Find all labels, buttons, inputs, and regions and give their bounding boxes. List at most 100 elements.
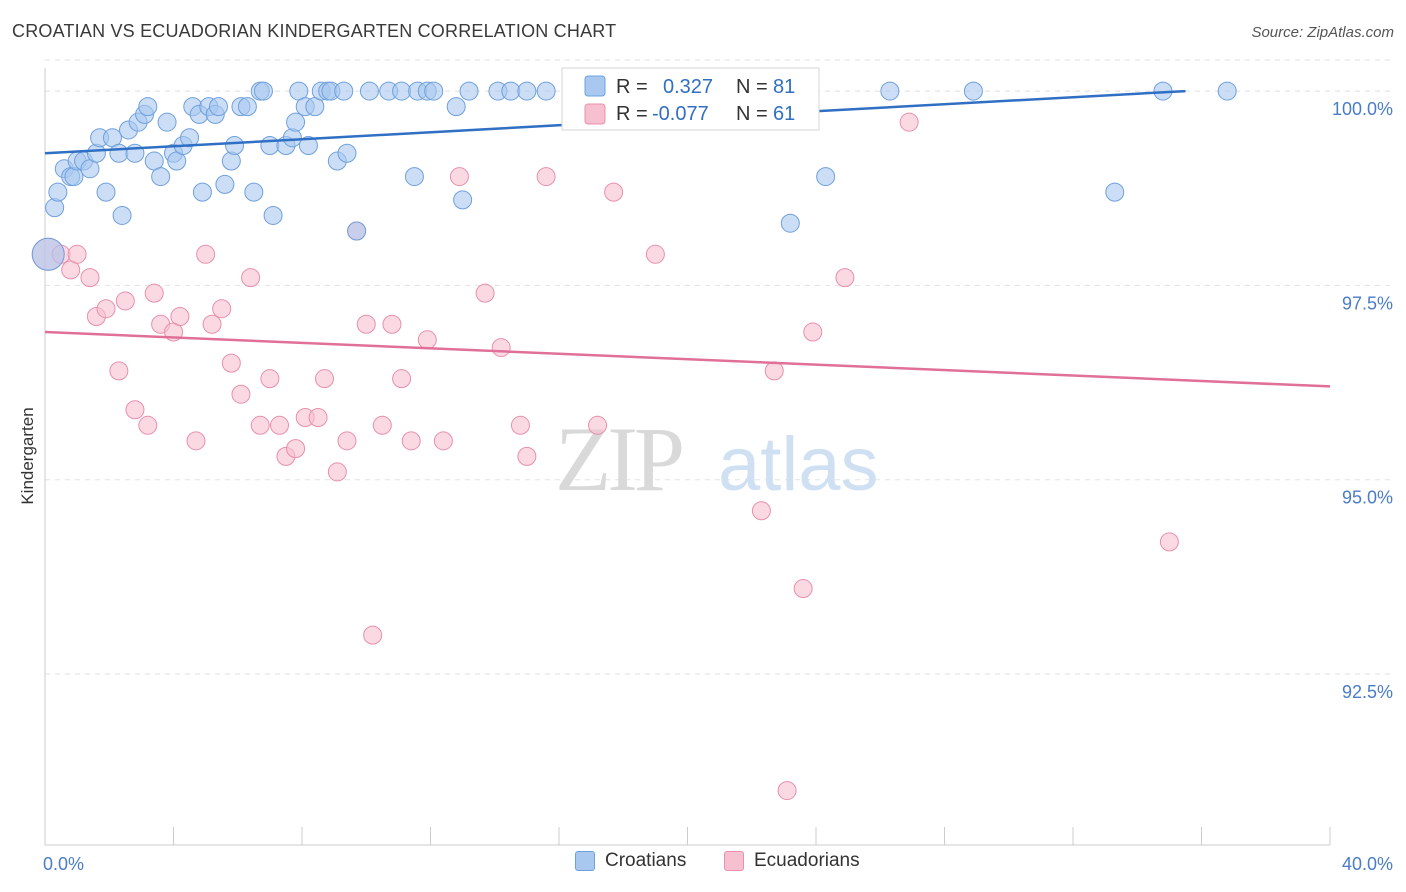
croatians-point [263, 205, 283, 225]
ecuadorians-point [196, 244, 216, 264]
ecuadorians-point [138, 415, 158, 435]
ecuadorians-point [250, 415, 270, 435]
y-tick-label: 95.0% [1342, 488, 1393, 508]
croatians-point [48, 182, 68, 202]
watermark: ZIP atlas [555, 408, 879, 510]
croatians-point [109, 143, 129, 163]
ecuadorians-point [803, 322, 823, 342]
ecuadorians-point [604, 182, 624, 202]
ecuadorians-point [417, 330, 437, 350]
axes [44, 68, 1331, 846]
ecuadorians-point [96, 299, 116, 319]
series-legend: Croatians Ecuadorians [0, 850, 1406, 880]
croatians-point [1217, 81, 1237, 101]
watermark-zip: ZIP [555, 408, 682, 510]
ecuadorians-point [433, 431, 453, 451]
croatians-point [963, 81, 983, 101]
legend-croatians-swatch [584, 75, 606, 97]
ecuadorians-point [67, 244, 87, 264]
croatians-point [86, 143, 106, 163]
legend-item-ecuadorians: Ecuadorians [724, 850, 860, 872]
croatians-label: Croatians [605, 850, 687, 871]
chart-title: CROATIAN VS ECUADORIAN KINDERGARTEN CORR… [12, 21, 617, 41]
ecuadorians-point [356, 314, 376, 334]
croatians-point [260, 135, 280, 155]
ecuadorians-point [80, 268, 100, 288]
ecuadorians-point [899, 112, 919, 132]
ecuadorians-point [382, 314, 402, 334]
y-tick-labels: 92.5% 95.0% 97.5% 100.0% [1332, 99, 1393, 702]
x-tick-labels: 0.0% 40.0% [43, 854, 1393, 874]
croatians-point [208, 97, 228, 117]
croatians-point [404, 167, 424, 187]
ecuadorians-point [536, 167, 556, 187]
ecuadorians-point [793, 579, 813, 599]
ecuadorians-point [109, 361, 129, 381]
ecuadorians-label: Ecuadorians [754, 850, 860, 871]
ecuadorians-point [270, 415, 290, 435]
ecuadorians-point [115, 291, 135, 311]
chart-source: Source: ZipAtlas.com [1251, 24, 1394, 41]
croatians-point [192, 182, 212, 202]
croatians-point [138, 97, 158, 117]
croatians-point [501, 81, 521, 101]
croatians-point [221, 151, 241, 171]
ecuadorians-point [645, 244, 665, 264]
croatians-point [780, 213, 800, 233]
croatians-points [31, 81, 1237, 271]
legend-ecuadorians-swatch [584, 103, 606, 125]
ecuadorians-point [212, 299, 232, 319]
legend-n-value-2: 61 [773, 103, 795, 125]
ecuadorians-point [202, 314, 222, 334]
ecuadorians-point [286, 439, 306, 459]
croatians-point [359, 81, 379, 101]
croatians-point [180, 128, 200, 148]
ecuadorians-point [475, 283, 495, 303]
croatians-point [446, 97, 466, 117]
ecuadorians-point [517, 446, 537, 466]
ecuadorians-point [835, 268, 855, 288]
ecuadorians-point [1159, 532, 1179, 552]
croatians-point [286, 112, 306, 132]
legend-r-label-1: R = [616, 76, 648, 98]
croatians-swatch [575, 851, 595, 871]
ecuadorians-point [764, 361, 784, 381]
ecuadorians-point [221, 353, 241, 373]
ecuadorians-point [308, 408, 328, 428]
croatians-point [151, 167, 171, 187]
x-tick-label-start: 0.0% [43, 854, 84, 874]
legend-item-croatians: Croatians [575, 850, 686, 872]
croatians-point [392, 81, 412, 101]
correlation-legend: R = 0.327 N = 81 R = -0.077 N = 61 [561, 67, 820, 131]
croatians-point [298, 135, 318, 155]
croatians-point [517, 81, 537, 101]
grid-lines [45, 59, 1392, 675]
ecuadorians-swatch [724, 851, 744, 871]
croatians-point [96, 182, 116, 202]
ecuadorians-point [510, 415, 530, 435]
legend-n-label-1: N = [736, 76, 768, 98]
ecuadorians-point [401, 431, 421, 451]
legend-r-label-2: R = [616, 103, 648, 125]
croatians-point [157, 112, 177, 132]
legend-r-value-2: -0.077 [652, 103, 709, 125]
x-tick-label-end: 40.0% [1342, 854, 1393, 874]
ecuadorians-point [327, 462, 347, 482]
croatians-point [282, 128, 302, 148]
ecuadorians-point [170, 306, 190, 326]
croatians-point [244, 182, 264, 202]
croatians-point [536, 81, 556, 101]
ecuadorians-point [392, 369, 412, 389]
trend-lines [44, 89, 1331, 388]
croatians-point [237, 97, 257, 117]
ecuadorians-point [777, 781, 797, 801]
croatians-point [31, 237, 65, 271]
ecuadorians-point [241, 268, 261, 288]
ecuadorians-point [125, 400, 145, 420]
legend-r-value-1: 0.327 [663, 76, 713, 98]
y-tick-label: 97.5% [1342, 293, 1393, 313]
ecuadorians-point [751, 501, 771, 521]
y-axis-title: Kindergarten [18, 407, 37, 504]
croatians-point [45, 198, 65, 218]
watermark-atlas: atlas [718, 422, 879, 507]
